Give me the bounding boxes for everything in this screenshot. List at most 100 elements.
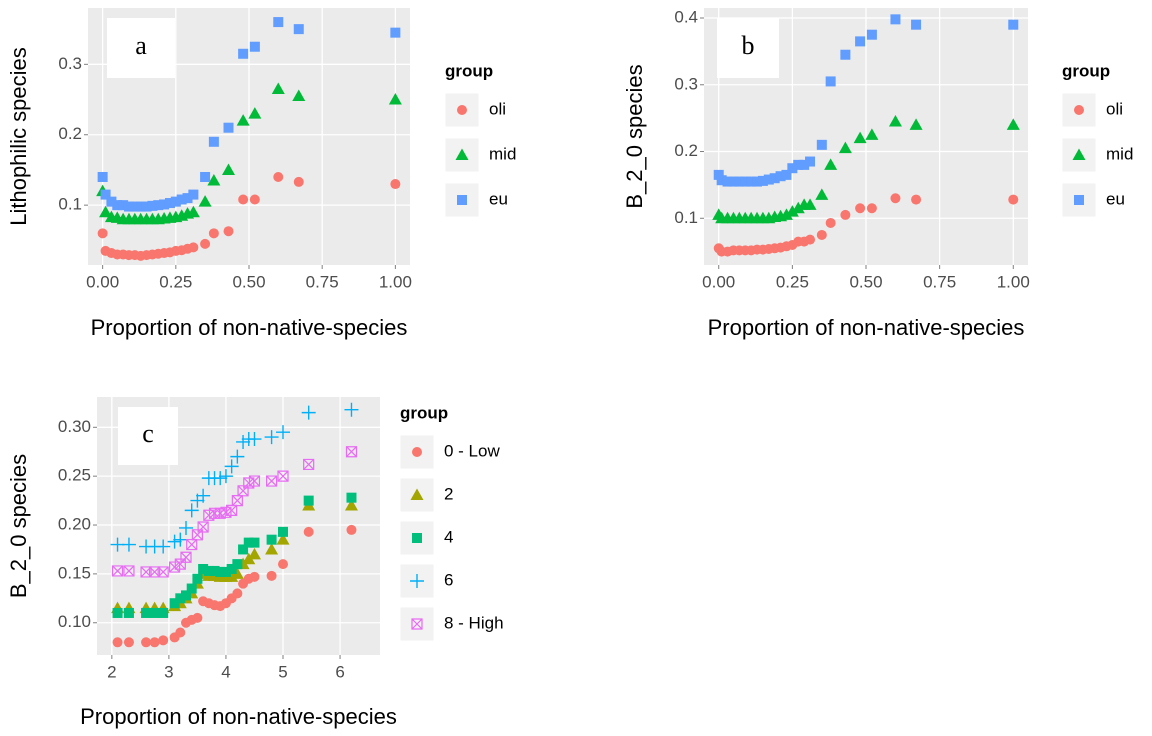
- data-point: [149, 607, 160, 618]
- legend-label: oli: [1106, 99, 1123, 118]
- data-point: [292, 89, 306, 102]
- data-point: [816, 229, 827, 240]
- data-point: [175, 593, 186, 604]
- data-point: [293, 24, 304, 35]
- data-point: [192, 612, 203, 623]
- data-point: [344, 498, 358, 511]
- legend-symbol: [412, 447, 422, 457]
- data-point: [179, 520, 194, 535]
- data-point: [188, 189, 199, 200]
- data-point: [97, 171, 108, 182]
- data-point: [911, 19, 922, 30]
- annotation-box: [118, 407, 178, 465]
- data-point: [222, 163, 236, 175]
- data-point: [779, 208, 793, 220]
- legend-symbol: [1074, 105, 1084, 115]
- data-point: [112, 607, 123, 618]
- data-point: [722, 176, 733, 187]
- data-point: [186, 205, 200, 218]
- data-point: [888, 114, 902, 127]
- x-tick-label: 0.75: [923, 272, 956, 291]
- y-tick-label: 0.2: [674, 141, 698, 160]
- legend-title: group: [1062, 61, 1110, 80]
- y-tick-label: 0.1: [674, 208, 698, 227]
- data-point: [265, 475, 278, 487]
- data-point: [169, 598, 180, 609]
- legend-symbol: [1074, 195, 1084, 205]
- data-point: [799, 159, 810, 170]
- data-point: [278, 526, 289, 537]
- data-point: [273, 17, 284, 28]
- x-tick-label: 0.00: [702, 272, 735, 291]
- y-tick-label: 0.3: [58, 54, 82, 73]
- data-point: [111, 565, 124, 577]
- data-point: [208, 228, 219, 239]
- x-tick-label: 6: [335, 662, 344, 681]
- data-point: [1008, 194, 1019, 205]
- data-point: [200, 171, 211, 182]
- data-point: [236, 114, 250, 126]
- data-point: [1008, 19, 1019, 30]
- x-axis-title: Proportion of non-native-species: [80, 704, 397, 729]
- data-point: [278, 559, 289, 570]
- data-point: [273, 171, 284, 182]
- y-tick-label: 0.20: [58, 515, 91, 534]
- legend-title: group: [445, 61, 493, 80]
- data-point: [173, 532, 188, 547]
- data-point: [293, 176, 304, 187]
- data-point: [734, 176, 745, 187]
- data-point: [188, 242, 199, 253]
- data-point: [890, 193, 901, 204]
- data-point: [238, 544, 249, 555]
- y-tick-label: 0.25: [58, 466, 91, 485]
- data-point: [911, 194, 922, 205]
- data-point: [147, 200, 158, 211]
- data-point: [855, 36, 866, 47]
- y-tick-label: 0.4: [674, 7, 698, 26]
- data-point: [123, 565, 135, 577]
- data-point: [346, 524, 357, 535]
- legend-label: oli: [489, 99, 506, 118]
- y-axis-title: B_2_0 species: [622, 64, 647, 208]
- data-point: [791, 201, 805, 214]
- data-point: [866, 29, 877, 40]
- data-point: [226, 564, 237, 574]
- y-axis-title: Lithophilic species: [6, 47, 31, 226]
- x-tick-label: 0.25: [776, 272, 809, 291]
- data-point: [713, 169, 724, 180]
- data-point: [775, 171, 786, 182]
- data-point: [769, 173, 780, 184]
- data-point: [232, 588, 243, 599]
- data-point: [223, 122, 234, 133]
- x-tick-label: 0.50: [232, 272, 265, 291]
- data-point: [230, 449, 245, 464]
- legend-symbol: [457, 105, 467, 115]
- x-tick-label: 3: [164, 662, 173, 681]
- data-point: [198, 195, 212, 207]
- data-point: [224, 459, 239, 474]
- data-point: [200, 238, 211, 249]
- data-point: [865, 128, 879, 140]
- data-point: [855, 203, 866, 214]
- data-point: [157, 566, 169, 578]
- data-point: [271, 82, 285, 94]
- data-point: [149, 637, 160, 648]
- legend-symbol: [410, 574, 424, 588]
- data-point: [164, 198, 175, 209]
- data-point: [781, 169, 792, 180]
- y-tick-label: 0.1: [58, 195, 82, 214]
- x-tick-label: 0.25: [159, 272, 192, 291]
- data-point: [249, 571, 260, 582]
- data-point: [121, 537, 136, 552]
- y-tick-label: 0.30: [58, 417, 91, 436]
- data-point: [176, 194, 187, 205]
- y-tick-label: 0.15: [58, 563, 91, 582]
- legend-label: mid: [489, 144, 516, 163]
- data-point: [213, 471, 228, 486]
- annotation-box: [107, 18, 175, 78]
- x-axis-title: Proportion of non-native-species: [708, 315, 1025, 340]
- data-point: [158, 635, 169, 646]
- data-point: [220, 566, 231, 577]
- legend-symbol: [457, 195, 467, 205]
- data-point: [785, 205, 799, 217]
